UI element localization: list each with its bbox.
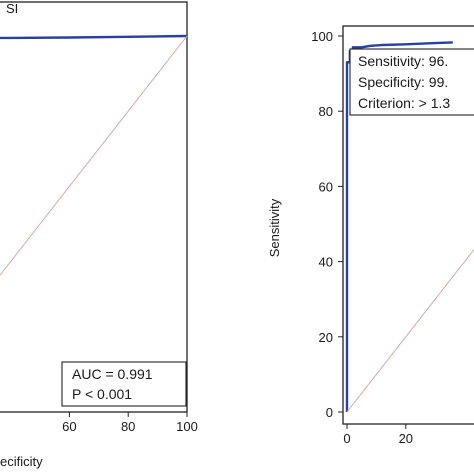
left-reference-line [0, 35, 188, 276]
right-y-tick-label: 100 [311, 29, 333, 44]
right-y-tick-label: 60 [319, 179, 333, 194]
left-roc-panel: 60 80 100 SI ecificity AUC = 0.991 P < 0.001 [0, 1, 198, 469]
left-plot-frame [0, 1, 188, 413]
left-x-tick-label: 80 [121, 419, 135, 434]
right-x-tick-label: 20 [399, 431, 413, 446]
left-chart-title: SI [6, 1, 18, 16]
right-reference-line [346, 248, 474, 413]
right-y-tick-label: 20 [319, 330, 333, 345]
right-y-tick-label: 0 [326, 405, 333, 420]
left-annotation-line: AUC = 0.991 [72, 366, 153, 382]
right-x-tick-label: 0 [343, 431, 350, 446]
left-annotation-box [61, 361, 187, 407]
left-roc-curve [0, 34, 188, 40]
right-roc-panel: 0 20 0 20 40 60 80 100 Sensitivity Sensitivity: 9… [267, 25, 474, 446]
right-plot-frame [342, 25, 474, 425]
right-annotation-line: Sensitivity: 96. [358, 53, 448, 69]
right-y-tick-label: 40 [319, 255, 333, 270]
right-annotation-line: Specificity: 99. [358, 74, 448, 90]
left-x-tick-label: 100 [176, 419, 198, 434]
right-y-axis-label: Sensitivity [267, 198, 282, 257]
right-roc-curve [345, 41, 453, 412]
left-x-axis-label: ecificity [0, 454, 43, 469]
left-annotation-line: P < 0.001 [72, 386, 132, 402]
right-annotation-line: Criterion: > 1.3 [358, 95, 450, 111]
right-annotation-box [349, 48, 474, 116]
left-x-tick-label: 60 [62, 419, 76, 434]
right-y-tick-label: 80 [319, 104, 333, 119]
